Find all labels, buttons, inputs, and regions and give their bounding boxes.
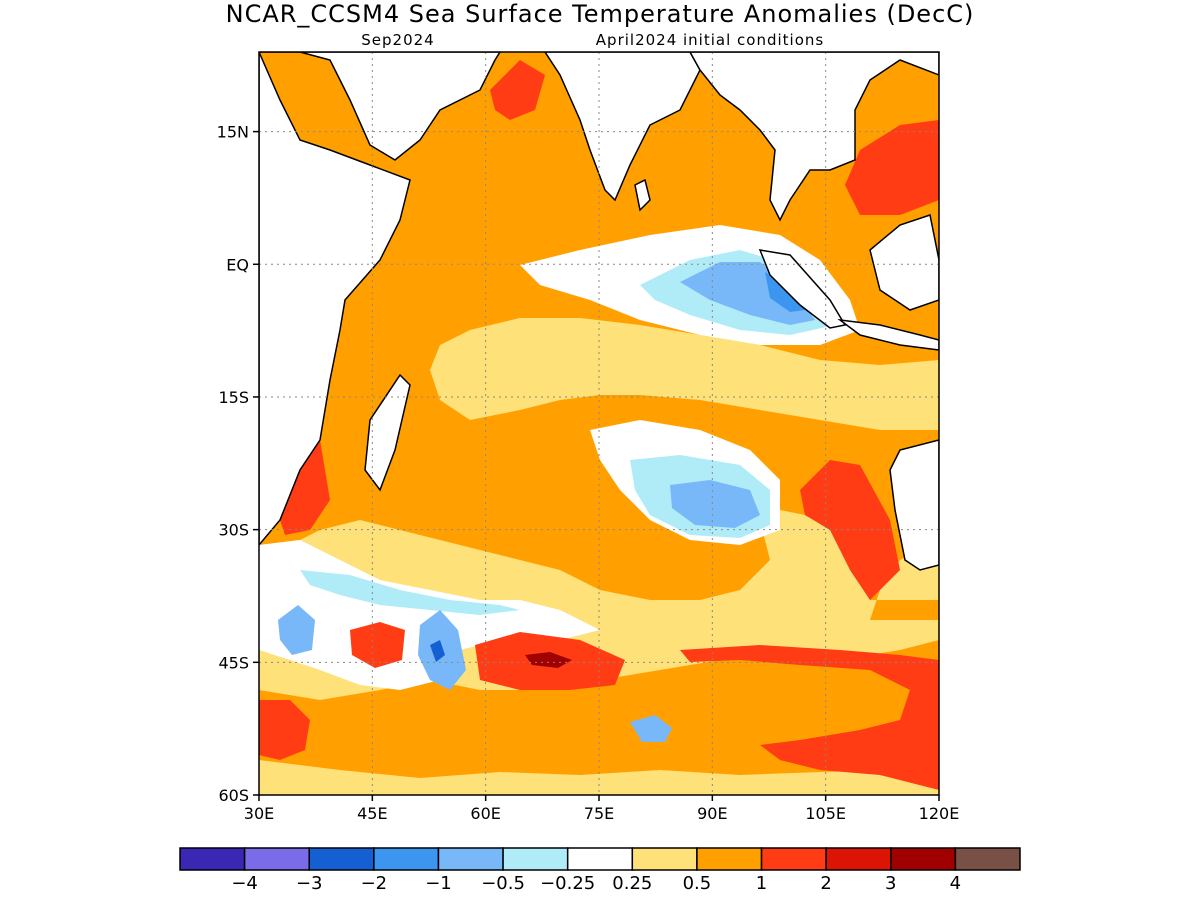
lon-tick-label: 105E <box>805 804 846 823</box>
lat-tick-label: 15S <box>218 388 249 407</box>
land-madagascar <box>364 373 411 492</box>
field-red-southeast <box>680 645 939 790</box>
field-red-arabian <box>490 60 545 120</box>
colorbar-label: −3 <box>296 873 323 894</box>
colorbar-label: 1 <box>756 873 767 894</box>
field-red-southchina <box>845 120 939 215</box>
colorbar-label: 2 <box>820 873 831 894</box>
field-cyan-southwest <box>300 570 520 615</box>
lon-tick-label: 30E <box>244 804 274 823</box>
field-blue-patch-c <box>630 715 672 742</box>
longitude-ticks: 30E 45E 60E 75E 90E 105E 120E <box>244 795 960 823</box>
colorbar: −4 −3 −2 −1 −0.5 −0.25 0.25 0.5 1 2 3 4 <box>179 847 1021 894</box>
land-australia <box>889 439 939 571</box>
land-africa-arabia <box>259 52 501 547</box>
lat-tick-label: EQ <box>226 255 249 274</box>
initial-conditions: April2024 initial conditions <box>596 31 824 49</box>
latitude-ticks: 15N EQ 15S 30S 45S 60S <box>217 123 259 805</box>
colorbar-swatch <box>890 847 957 871</box>
lat-tick-label: 15N <box>217 123 249 142</box>
lon-tick-label: 60E <box>470 804 500 823</box>
colorbar-swatch <box>437 847 504 871</box>
lat-tick-label: 30S <box>218 521 249 540</box>
lat-tick-label: 60S <box>218 786 249 805</box>
field-red-mozambique <box>280 440 330 535</box>
colorbar-label: 0.5 <box>683 873 712 894</box>
colorbar-label: −0.5 <box>481 873 525 894</box>
gridlines <box>259 52 939 795</box>
colorbar-swatch <box>373 847 440 871</box>
field-blue-core <box>765 272 805 312</box>
colorbar-label: 0.25 <box>612 873 652 894</box>
forecast-month: Sep2024 <box>361 31 434 49</box>
colorbar-label: 4 <box>950 873 961 894</box>
map-title: NCAR_CCSM4 Sea Surface Temperature Anoma… <box>226 0 975 28</box>
lon-tick-label: 75E <box>584 804 614 823</box>
field-red-southwest <box>259 700 310 760</box>
land-borneo-java <box>837 214 939 351</box>
land-sumatra <box>758 249 847 329</box>
field-blue-patch-a <box>278 605 315 655</box>
colorbar-label: −2 <box>361 873 388 894</box>
colorbar-swatch <box>631 847 698 871</box>
lon-tick-label: 120E <box>919 804 960 823</box>
field-orange-south <box>259 700 939 795</box>
colorbar-swatch <box>760 847 827 871</box>
field-red-westaustralia <box>800 460 900 600</box>
colorbar-swatch <box>566 847 634 871</box>
field-red-core <box>525 652 572 668</box>
field-yellow-south <box>259 760 939 795</box>
colorbar-swatch <box>696 847 763 871</box>
lon-tick-label: 45E <box>357 804 387 823</box>
field-red-patch-45e <box>350 622 405 668</box>
field-blue-south-central <box>670 480 760 528</box>
lat-tick-label: 45S <box>218 653 249 672</box>
land-se-asia <box>689 52 939 222</box>
colorbar-label: −4 <box>231 873 258 894</box>
colorbar-label: 3 <box>885 873 896 894</box>
field-blue-equatorial <box>680 262 815 325</box>
lon-tick-label: 90E <box>697 804 727 823</box>
field-blue-patch-b-core <box>430 640 445 662</box>
colorbar-label: −0.25 <box>540 873 595 894</box>
colorbar-swatch <box>179 847 246 871</box>
colorbar-swatch <box>243 847 310 871</box>
land <box>259 52 939 571</box>
colorbar-swatch <box>954 847 1021 871</box>
colorbar-label: −1 <box>425 873 452 894</box>
colorbar-swatch <box>502 847 569 871</box>
colorbar-swatch <box>308 847 375 871</box>
colorbar-swatch <box>825 847 892 871</box>
land-srilanka <box>634 178 651 212</box>
